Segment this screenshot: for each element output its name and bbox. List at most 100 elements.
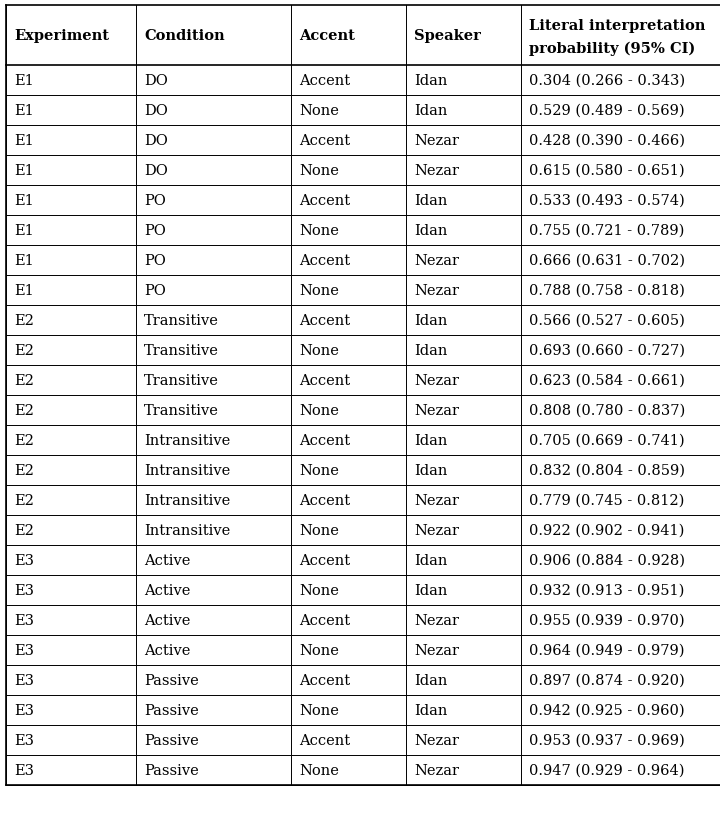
Text: PO: PO: [144, 224, 166, 237]
Text: 0.906 (0.884 - 0.928): 0.906 (0.884 - 0.928): [529, 553, 685, 567]
Text: Accent: Accent: [299, 374, 350, 388]
Text: Nezar: Nezar: [414, 134, 459, 148]
Text: None: None: [299, 583, 339, 597]
Text: E1: E1: [14, 194, 34, 208]
Text: DO: DO: [144, 164, 168, 178]
Text: 0.428 (0.390 - 0.466): 0.428 (0.390 - 0.466): [529, 134, 685, 148]
Text: E1: E1: [14, 104, 34, 118]
Text: 0.779 (0.745 - 0.812): 0.779 (0.745 - 0.812): [529, 494, 685, 508]
Text: Accent: Accent: [299, 254, 350, 268]
Text: Passive: Passive: [144, 703, 199, 717]
Text: 0.964 (0.949 - 0.979): 0.964 (0.949 - 0.979): [529, 643, 685, 657]
Text: 0.533 (0.493 - 0.574): 0.533 (0.493 - 0.574): [529, 194, 685, 208]
Text: DO: DO: [144, 134, 168, 148]
Text: Transitive: Transitive: [144, 313, 219, 327]
Text: Idan: Idan: [414, 343, 447, 357]
Text: Idan: Idan: [414, 224, 447, 237]
Text: E2: E2: [14, 343, 34, 357]
Text: Idan: Idan: [414, 673, 447, 687]
Text: Transitive: Transitive: [144, 374, 219, 388]
Text: Accent: Accent: [299, 194, 350, 208]
Text: Accent: Accent: [299, 494, 350, 508]
Text: E1: E1: [14, 164, 34, 178]
Text: Intransitive: Intransitive: [144, 523, 230, 538]
Text: Experiment: Experiment: [14, 29, 109, 43]
Text: None: None: [299, 643, 339, 657]
Text: Idan: Idan: [414, 194, 447, 208]
Text: E3: E3: [14, 763, 34, 777]
Text: Accent: Accent: [299, 74, 350, 88]
Text: Idan: Idan: [414, 433, 447, 447]
Text: Accent: Accent: [299, 134, 350, 148]
Text: None: None: [299, 164, 339, 178]
Text: 0.947 (0.929 - 0.964): 0.947 (0.929 - 0.964): [529, 763, 685, 777]
Text: Transitive: Transitive: [144, 343, 219, 357]
Text: Accent: Accent: [299, 433, 350, 447]
Text: E3: E3: [14, 643, 34, 657]
Text: Nezar: Nezar: [414, 374, 459, 388]
Text: 0.693 (0.660 - 0.727): 0.693 (0.660 - 0.727): [529, 343, 685, 357]
Text: E3: E3: [14, 733, 34, 747]
Text: Nezar: Nezar: [414, 164, 459, 178]
Text: DO: DO: [144, 104, 168, 118]
Text: E3: E3: [14, 614, 34, 627]
Text: Idan: Idan: [414, 74, 447, 88]
Text: Active: Active: [144, 643, 190, 657]
Text: Condition: Condition: [144, 29, 225, 43]
Text: Idan: Idan: [414, 313, 447, 327]
Text: Active: Active: [144, 583, 190, 597]
Text: Nezar: Nezar: [414, 763, 459, 777]
Text: None: None: [299, 104, 339, 118]
Text: Nezar: Nezar: [414, 614, 459, 627]
Text: None: None: [299, 224, 339, 237]
Text: Passive: Passive: [144, 733, 199, 747]
Text: Nezar: Nezar: [414, 523, 459, 538]
Text: 0.832 (0.804 - 0.859): 0.832 (0.804 - 0.859): [529, 463, 685, 477]
Text: E3: E3: [14, 673, 34, 687]
Text: Accent: Accent: [299, 313, 350, 327]
Text: Idan: Idan: [414, 104, 447, 118]
Text: Intransitive: Intransitive: [144, 494, 230, 508]
Text: Literal interpretation: Literal interpretation: [529, 19, 706, 33]
Text: Nezar: Nezar: [414, 494, 459, 508]
Text: Nezar: Nezar: [414, 254, 459, 268]
Text: 0.788 (0.758 - 0.818): 0.788 (0.758 - 0.818): [529, 284, 685, 298]
Text: Idan: Idan: [414, 553, 447, 567]
Text: 0.932 (0.913 - 0.951): 0.932 (0.913 - 0.951): [529, 583, 685, 597]
Text: Intransitive: Intransitive: [144, 463, 230, 477]
Text: None: None: [299, 343, 339, 357]
Text: Active: Active: [144, 614, 190, 627]
Text: 0.623 (0.584 - 0.661): 0.623 (0.584 - 0.661): [529, 374, 685, 388]
Text: None: None: [299, 463, 339, 477]
Text: E1: E1: [14, 284, 34, 298]
Text: 0.922 (0.902 - 0.941): 0.922 (0.902 - 0.941): [529, 523, 685, 538]
Text: Speaker: Speaker: [414, 29, 481, 43]
Text: Accent: Accent: [299, 614, 350, 627]
Text: E3: E3: [14, 583, 34, 597]
Text: E1: E1: [14, 74, 34, 88]
Text: 0.529 (0.489 - 0.569): 0.529 (0.489 - 0.569): [529, 104, 685, 118]
Text: Accent: Accent: [299, 29, 355, 43]
Text: Nezar: Nezar: [414, 284, 459, 298]
Text: E1: E1: [14, 134, 34, 148]
Text: DO: DO: [144, 74, 168, 88]
Text: Accent: Accent: [299, 673, 350, 687]
Text: 0.705 (0.669 - 0.741): 0.705 (0.669 - 0.741): [529, 433, 685, 447]
Text: E2: E2: [14, 313, 34, 327]
Text: Accent: Accent: [299, 553, 350, 567]
Text: E2: E2: [14, 404, 34, 418]
Text: E2: E2: [14, 463, 34, 477]
Text: Passive: Passive: [144, 673, 199, 687]
Text: Idan: Idan: [414, 463, 447, 477]
Text: Idan: Idan: [414, 583, 447, 597]
Text: 0.808 (0.780 - 0.837): 0.808 (0.780 - 0.837): [529, 404, 685, 418]
Text: 0.955 (0.939 - 0.970): 0.955 (0.939 - 0.970): [529, 614, 685, 627]
Text: Nezar: Nezar: [414, 404, 459, 418]
Text: E1: E1: [14, 254, 34, 268]
Text: Intransitive: Intransitive: [144, 433, 230, 447]
Text: PO: PO: [144, 254, 166, 268]
Text: PO: PO: [144, 284, 166, 298]
Text: PO: PO: [144, 194, 166, 208]
Text: Active: Active: [144, 553, 190, 567]
Text: None: None: [299, 703, 339, 717]
